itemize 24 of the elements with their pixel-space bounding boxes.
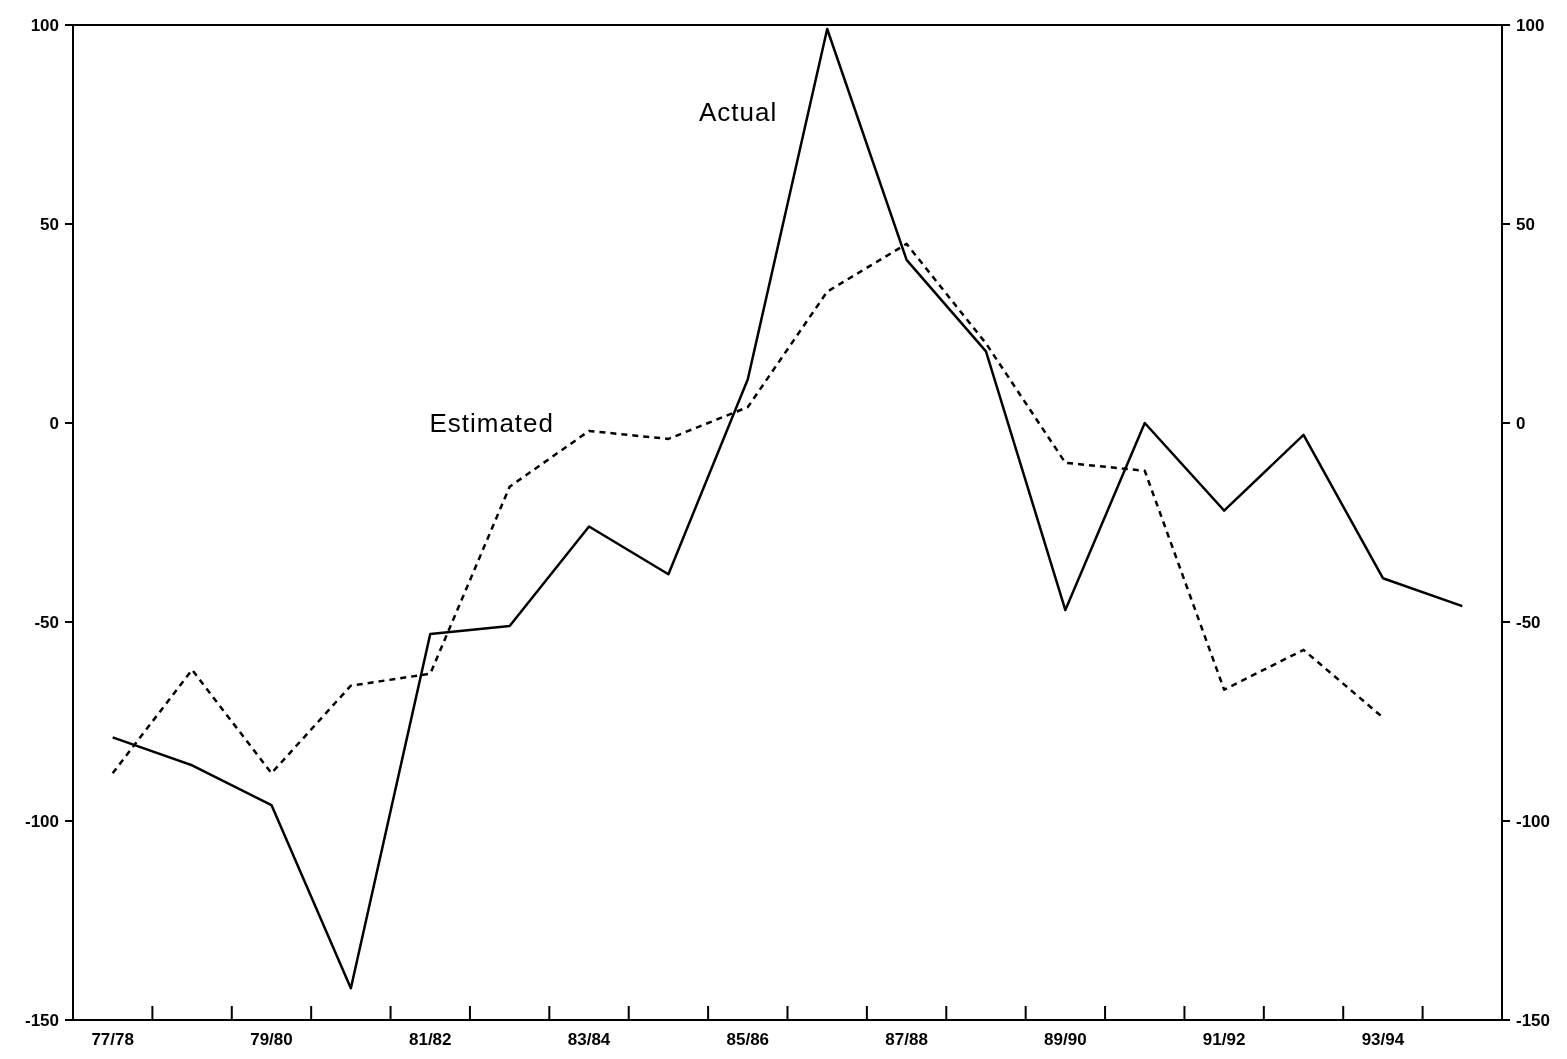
y-tick-label: 50 [40,214,59,234]
x-tick-label: 83/84 [567,1030,611,1049]
y2-tick-label: 100 [1516,15,1545,35]
y2-tick-label: -50 [1516,612,1541,632]
y2-tick-label: -100 [1516,811,1551,831]
y2-tick-label: -150 [1516,1010,1551,1030]
x-tick-label: 87/88 [885,1030,928,1049]
y2-tick-label: 50 [1516,214,1535,234]
x-tick-label: 77/78 [91,1030,134,1049]
y-tick-label: -50 [34,612,59,632]
line-series [111,27,1464,990]
x-tick-label: 93/94 [1361,1030,1405,1049]
y-tick-label: 0 [49,413,59,433]
x-tick-label: 89/90 [1044,1030,1087,1049]
series-label: Actual [698,96,778,127]
y-tick-label: -100 [24,811,59,831]
x-tick-label: 79/80 [250,1030,293,1049]
series-label: Estimated [429,408,555,438]
y-tick-label: 100 [30,15,59,35]
x-tick-label: 81/82 [408,1030,452,1049]
x-tick-label: 85/86 [726,1030,770,1049]
x-tick-label: 91/92 [1202,1030,1246,1049]
y-tick-label: -150 [24,1010,59,1030]
y2-tick-label: 0 [1516,413,1526,433]
